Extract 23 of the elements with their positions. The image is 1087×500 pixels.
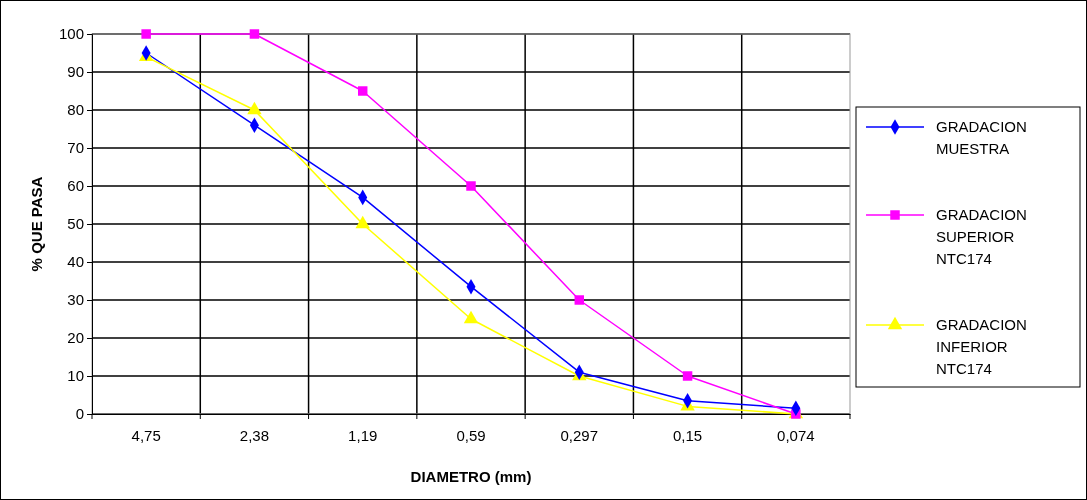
x-tick-label: 1,19 xyxy=(348,426,378,444)
y-tick-label: 80 xyxy=(67,101,84,119)
legend-label: GRADACION INFERIOR NTC174 xyxy=(936,316,1027,377)
y-axis-title: % QUE PASA xyxy=(28,176,45,272)
y-tick-label: 40 xyxy=(67,253,84,271)
x-tick-label: 4,75 xyxy=(131,426,161,444)
y-tick-label: 20 xyxy=(67,329,84,347)
y-tick-label: 30 xyxy=(67,291,84,309)
x-tick-label: 0,297 xyxy=(560,426,599,444)
y-tick-label: 50 xyxy=(67,215,84,233)
y-tick-label: 60 xyxy=(67,177,84,195)
x-tick-label: 0,59 xyxy=(456,426,486,444)
legend-label: GRADACION SUPERIOR NTC174 xyxy=(936,206,1027,267)
y-tick-label: 90 xyxy=(67,63,84,81)
y-tick-label: 70 xyxy=(67,139,84,157)
legend-label: GRADACION MUESTRA xyxy=(936,118,1027,157)
x-tick-label: 2,38 xyxy=(239,426,270,444)
y-tick-label: 100 xyxy=(58,25,84,43)
x-axis-title: DIAMETRO (mm) xyxy=(410,468,532,485)
y-tick-label: 10 xyxy=(67,367,84,385)
x-tick-label: 0,074 xyxy=(777,426,815,444)
x-tick-label: 0,15 xyxy=(672,426,703,444)
y-tick-label: 0 xyxy=(75,405,84,423)
